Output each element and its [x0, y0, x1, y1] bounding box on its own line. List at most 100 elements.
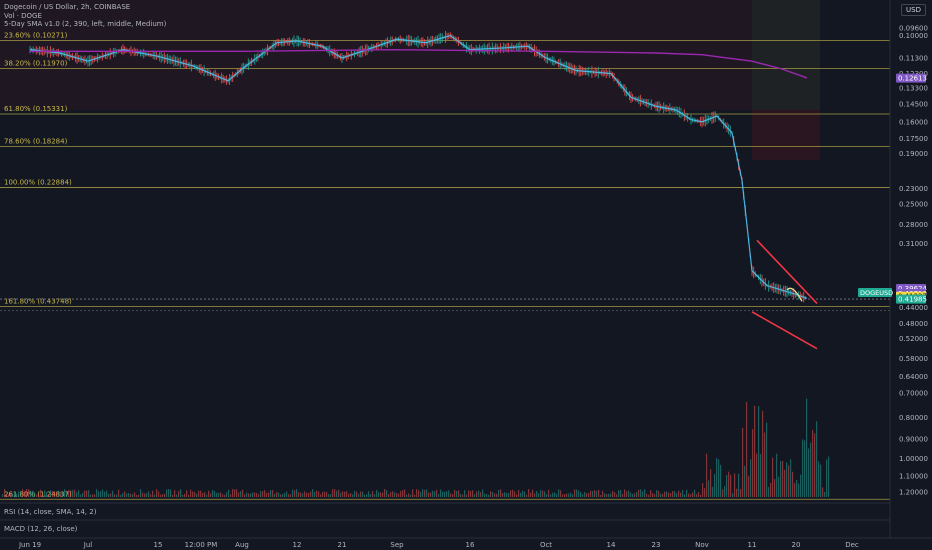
volume-bar: [522, 490, 524, 497]
volume-bar: [58, 490, 60, 497]
volume-bar: [722, 489, 724, 497]
volume-bar: [124, 491, 126, 497]
volume-bar: [612, 491, 614, 497]
volume-bar: [340, 492, 342, 497]
volume-bar: [528, 489, 530, 497]
volume-bar: [748, 475, 750, 497]
volume-bar: [28, 489, 30, 497]
volume-bar: [538, 493, 540, 497]
volume-bar: [518, 489, 520, 497]
volume-bar: [676, 493, 678, 497]
volume-bar: [182, 494, 184, 497]
volume-bar: [216, 492, 218, 497]
volume-bar: [392, 491, 394, 497]
volume-bar: [734, 473, 736, 497]
volume-bar: [70, 490, 72, 497]
volume-bar: [670, 493, 672, 497]
volume-bar: [222, 494, 224, 497]
projection-shade: [752, 110, 820, 160]
projection-shade-top: [752, 0, 820, 110]
volume-bar: [770, 482, 772, 497]
volume-bar: [112, 490, 114, 497]
volume-bar: [558, 489, 560, 497]
volume-bar: [754, 405, 756, 497]
price-tick-label: 0.13300: [899, 84, 928, 92]
volume-bar: [776, 453, 778, 497]
volume-bar: [306, 492, 308, 497]
volume-bar: [740, 489, 742, 497]
volume-bar: [238, 492, 240, 497]
volume-bar: [686, 489, 688, 497]
volume-bar: [274, 494, 276, 497]
volume-bar: [244, 494, 246, 497]
time-tick-label: 21: [338, 541, 347, 549]
volume-bar: [22, 489, 24, 497]
volume-bar: [376, 489, 378, 497]
volume-bar: [178, 491, 180, 497]
volume-bar: [738, 473, 740, 497]
price-tick-label: 1.00000: [899, 455, 928, 463]
volume-bar: [234, 489, 236, 497]
volume-bar: [154, 494, 156, 497]
volume-bar: [526, 494, 528, 497]
volume-bar: [628, 490, 630, 497]
volume-bar: [492, 492, 494, 497]
volume-bar: [2, 494, 4, 497]
volume-bar: [780, 460, 782, 497]
volume-bar: [688, 493, 690, 497]
volume-bar: [462, 494, 464, 497]
volume-bar: [134, 492, 136, 497]
volume-bar: [356, 491, 358, 497]
volume-bar: [396, 493, 398, 497]
volume-bar: [642, 491, 644, 497]
volume-bar: [34, 492, 36, 497]
volume-bar: [564, 494, 566, 497]
volume-bar: [162, 494, 164, 497]
volume-bar: [524, 491, 526, 497]
volume-bar: [394, 492, 396, 497]
macd-label[interactable]: MACD (12, 26, close): [4, 525, 78, 533]
time-tick-label: Aug: [235, 541, 249, 549]
volume-bar: [534, 493, 536, 497]
volume-bar: [652, 493, 654, 497]
volume-bar: [620, 490, 622, 497]
price-tick-label: 0.90000: [899, 436, 928, 444]
volume-bar: [64, 489, 66, 497]
volume-bar: [130, 493, 132, 497]
volume-bar: [402, 490, 404, 497]
volume-bar: [242, 489, 244, 497]
volume-bar: [640, 489, 642, 497]
volume-bar: [40, 489, 42, 497]
volume-bar: [128, 493, 130, 497]
sma-legend[interactable]: 5-Day SMA v1.0 (2, 390, left, middle, Me…: [4, 20, 167, 28]
volume-bar: [140, 489, 142, 497]
volume-bar: [520, 492, 522, 497]
volume-bar: [450, 493, 452, 497]
rsi-label[interactable]: RSI (14, close, SMA, 14, 2): [4, 508, 97, 516]
volume-bar: [122, 493, 124, 497]
volume-bar: [724, 485, 726, 497]
volume-bar: [282, 494, 284, 497]
volume-bar: [720, 464, 722, 497]
volume-bar: [214, 491, 216, 497]
volume-bar: [590, 490, 592, 497]
volume-bar: [410, 494, 412, 497]
volume-bar: [656, 490, 658, 497]
volume-bar: [324, 491, 326, 497]
volume-bar: [460, 493, 462, 497]
price-tick-label: 0.09600: [899, 25, 928, 33]
volume-bar: [166, 489, 168, 497]
volume-bar: [26, 489, 28, 497]
volume-bar: [498, 490, 500, 497]
volume-bar: [338, 489, 340, 497]
volume-bar: [330, 494, 332, 497]
volume-bar: [350, 493, 352, 497]
volume-bar: [116, 494, 118, 497]
currency-badge[interactable]: USD: [901, 4, 926, 16]
volume-bar: [218, 492, 220, 497]
volume-bar: [236, 489, 238, 497]
volume-bar: [50, 490, 52, 497]
volume-bar: [390, 492, 392, 497]
volume-bar: [456, 491, 458, 497]
